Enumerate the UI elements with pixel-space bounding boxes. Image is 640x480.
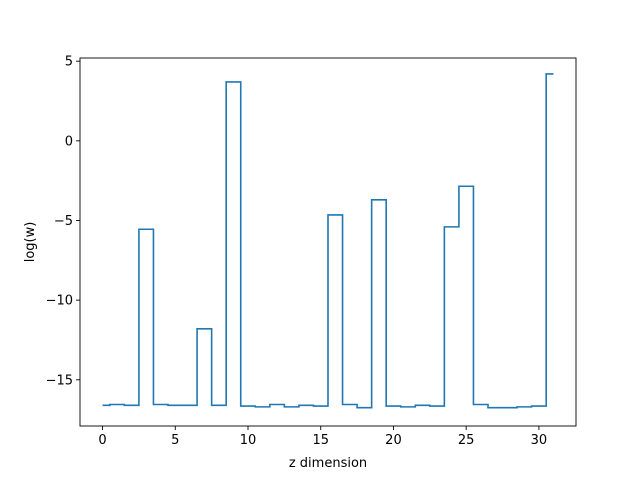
x-tick-label: 5 — [171, 433, 179, 448]
x-tick-label: 15 — [312, 433, 329, 448]
x-axis-label: z dimension — [289, 456, 367, 471]
y-tick-label: −10 — [46, 294, 73, 309]
y-tick-label: 5 — [65, 55, 73, 70]
y-axis-label: log(w) — [23, 222, 38, 263]
plot-area — [102, 73, 554, 409]
y-tick-label: −5 — [54, 214, 73, 229]
x-tick-label: 10 — [240, 433, 257, 448]
y-tick-label: 0 — [65, 134, 73, 149]
series-step-line — [102, 73, 554, 409]
x-axis-ticks: 0 5 10 15 20 25 30 — [98, 426, 547, 448]
x-tick-label: 0 — [98, 433, 106, 448]
x-tick-label: 20 — [385, 433, 402, 448]
x-tick-label: 25 — [458, 433, 475, 448]
y-axis-ticks: −15 −10 −5 0 5 — [46, 55, 80, 388]
x-tick-label: 30 — [531, 433, 548, 448]
axes-frame — [79, 57, 577, 427]
y-tick-label: −15 — [46, 373, 73, 388]
